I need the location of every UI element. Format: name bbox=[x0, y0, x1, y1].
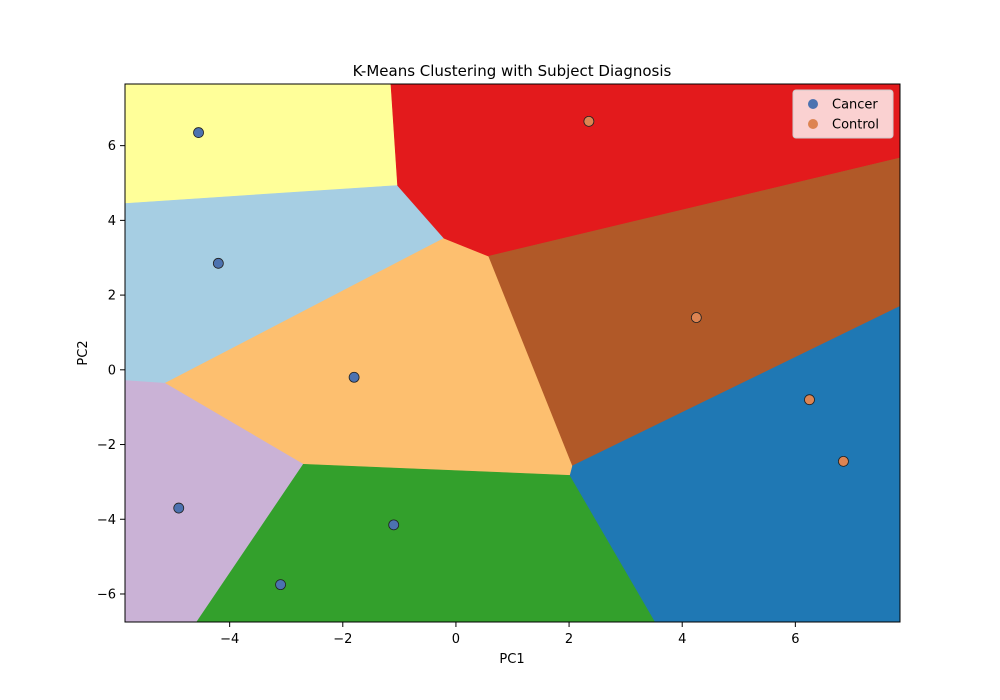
data-point-cancer bbox=[193, 127, 204, 138]
x-axis-title: PC1 bbox=[499, 652, 524, 667]
legend-label: Cancer bbox=[832, 98, 878, 113]
y-tick-label: −6 bbox=[97, 587, 116, 602]
x-tick-label: −2 bbox=[333, 632, 352, 647]
y-tick-label: 2 bbox=[108, 289, 116, 304]
legend-box bbox=[792, 89, 894, 139]
cluster-region bbox=[125, 84, 398, 204]
x-tick-label: 2 bbox=[565, 632, 573, 647]
data-point-cancer bbox=[388, 519, 400, 531]
x-tick-label: 4 bbox=[678, 632, 686, 647]
chart-title: K-Means Clustering with Subject Diagnosi… bbox=[353, 62, 672, 80]
y-tick-label: 6 bbox=[108, 139, 116, 154]
x-tick-label: −4 bbox=[220, 632, 239, 647]
cluster-region bbox=[569, 305, 900, 622]
y-tick-label: −2 bbox=[97, 438, 116, 453]
y-axis: −6 −4 −2 0 2 4 6 bbox=[97, 139, 125, 602]
data-points bbox=[173, 115, 849, 591]
legend: Cancer Control bbox=[792, 89, 894, 139]
data-point-control bbox=[690, 312, 702, 323]
y-tick-label: 4 bbox=[108, 214, 116, 229]
plot-frame bbox=[124, 83, 901, 623]
cluster-regions bbox=[125, 84, 900, 622]
data-point-cancer bbox=[212, 257, 224, 269]
y-tick-label: 0 bbox=[108, 363, 116, 378]
x-tick-label: 6 bbox=[791, 632, 799, 647]
cluster-region bbox=[125, 380, 304, 622]
legend-marker bbox=[808, 99, 818, 109]
legend-label: Control bbox=[832, 118, 879, 133]
y-axis-title: PC2 bbox=[76, 340, 91, 365]
x-axis: −4 −2 0 2 4 6 bbox=[220, 622, 799, 647]
x-tick-label: 0 bbox=[452, 632, 460, 647]
data-point-control bbox=[838, 455, 849, 467]
data-point-control bbox=[583, 115, 595, 127]
legend-marker bbox=[808, 119, 818, 129]
data-point-cancer bbox=[173, 502, 185, 514]
data-point-cancer bbox=[348, 371, 360, 383]
y-tick-label: −4 bbox=[97, 513, 116, 528]
data-point-cancer bbox=[275, 579, 286, 591]
data-point-control bbox=[804, 394, 815, 406]
